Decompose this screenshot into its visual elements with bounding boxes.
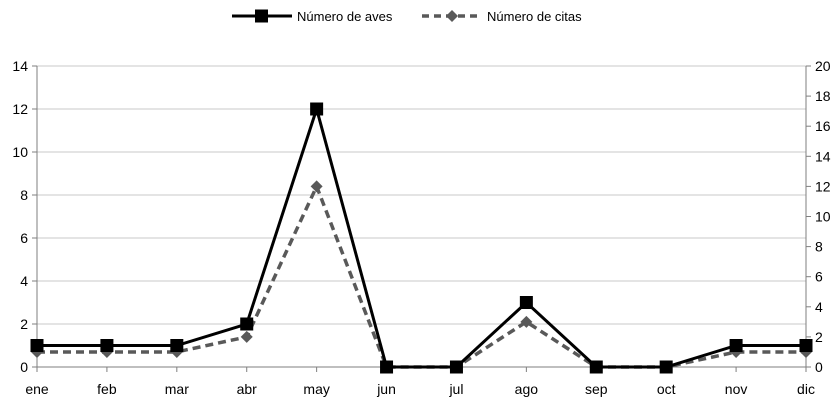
left-tick-label: 0 — [20, 359, 28, 375]
right-tick-label: 4 — [815, 299, 823, 315]
legend-item-citas: Número de citas — [422, 9, 582, 24]
data-point — [449, 360, 463, 374]
series-line — [37, 181, 806, 369]
right-tick-label: 0 — [815, 359, 823, 375]
right-tick-label: 18 — [815, 88, 831, 104]
data-point — [520, 315, 533, 328]
series-layer — [30, 102, 813, 374]
x-axis-ticks: ene feb mar abr may jun jul ago sep oct nov dic — [25, 367, 815, 397]
x-tick-label: jun — [376, 381, 396, 397]
x-tick-label: may — [303, 381, 329, 397]
x-tick-label: nov — [725, 381, 748, 397]
right-axis-ticks: 0 2 4 6 8 10 12 14 16 18 20 — [806, 58, 831, 375]
right-tick-label: 2 — [815, 329, 823, 345]
gridlines — [37, 65, 806, 368]
data-point — [659, 360, 673, 374]
series-line — [37, 103, 806, 369]
data-point — [240, 317, 254, 331]
right-tick-label: 20 — [815, 58, 831, 74]
x-tick-label: sep — [585, 381, 608, 397]
data-point — [729, 339, 743, 352]
left-axis-ticks: 0 2 4 6 8 10 12 14 — [12, 58, 37, 375]
left-tick-label: 14 — [12, 58, 28, 74]
data-point — [100, 339, 114, 352]
x-tick-label: jul — [448, 381, 463, 397]
left-tick-label: 2 — [20, 316, 28, 332]
legend: Número de aves Número de citas — [232, 9, 582, 24]
x-tick-label: ene — [25, 381, 49, 397]
x-tick-label: oct — [657, 381, 676, 397]
right-tick-label: 6 — [815, 269, 823, 285]
axes — [36, 66, 807, 368]
right-tick-label: 12 — [815, 178, 831, 194]
left-tick-label: 10 — [12, 144, 28, 160]
right-tick-label: 14 — [815, 148, 831, 164]
left-tick-label: 4 — [20, 273, 28, 289]
right-tick-label: 16 — [815, 118, 831, 134]
data-point — [380, 360, 394, 374]
right-tick-label: 10 — [815, 209, 831, 225]
data-point — [589, 360, 603, 374]
data-point — [799, 339, 813, 352]
x-tick-label: ago — [515, 381, 539, 397]
left-tick-label: 12 — [12, 101, 28, 117]
x-tick-label: abr — [237, 381, 258, 397]
legend-label-citas: Número de citas — [487, 9, 582, 24]
data-point — [519, 296, 533, 309]
data-point — [310, 180, 323, 193]
left-tick-label: 8 — [20, 187, 28, 203]
legend-label-aves: Número de aves — [297, 9, 393, 24]
data-point — [240, 330, 253, 343]
data-point — [170, 339, 184, 352]
x-tick-label: dic — [797, 381, 815, 397]
left-tick-label: 6 — [20, 230, 28, 246]
right-tick-label: 8 — [815, 239, 823, 255]
x-tick-label: feb — [97, 381, 117, 397]
legend-item-aves: Número de aves — [232, 9, 393, 24]
data-point — [30, 339, 44, 352]
data-point — [310, 102, 324, 116]
x-tick-label: mar — [165, 381, 189, 397]
series-aves — [30, 102, 813, 374]
